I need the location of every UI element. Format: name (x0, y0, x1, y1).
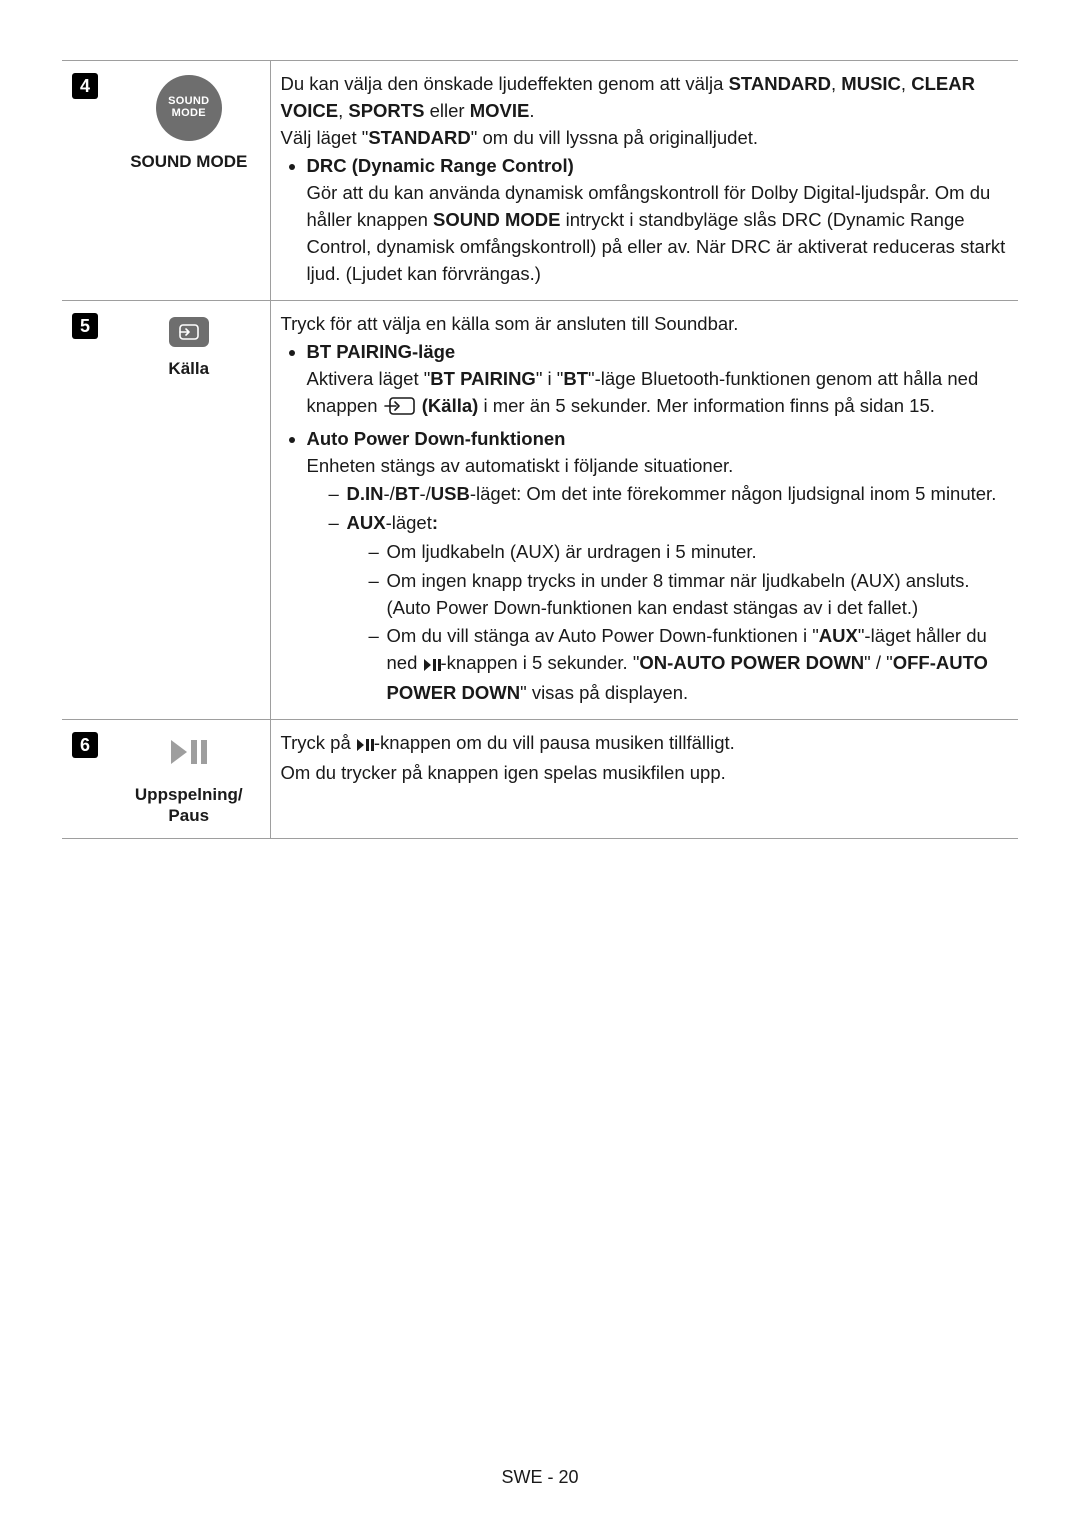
row-number-badge: 5 (72, 313, 98, 339)
row-number-badge: 6 (72, 732, 98, 758)
text: -/ (384, 483, 395, 504)
row-number-cell: 5 (62, 300, 108, 719)
page-footer: SWE - 20 (0, 1467, 1080, 1488)
play-pause-graphic (118, 738, 260, 774)
table-row: 4 SOUND MODE SOUND MODE Du kan välja den… (62, 61, 1018, 301)
text: -/ (419, 483, 430, 504)
row-number-cell: 6 (62, 719, 108, 838)
dash-list: D.IN-/BT-/USB-läget: Om det inte förekom… (307, 481, 1009, 707)
bullet-title: DRC (Dynamic Range Control) (307, 155, 574, 176)
row-description: Tryck på -knappen om du vill pausa musik… (270, 719, 1018, 838)
text: " om du vill lyssna på originalljudet. (471, 127, 758, 148)
table-row: 5 Källa Tryck för att välja en källa som… (62, 300, 1018, 719)
button-inner-text: MODE (172, 108, 206, 120)
text-bold: STANDARD (729, 73, 831, 94)
text: " i " (536, 368, 564, 389)
text: , (901, 73, 911, 94)
list-item: Om ljudkabeln (AUX) är urdragen i 5 minu… (369, 539, 1009, 566)
dash-list-inner: Om ljudkabeln (AUX) är urdragen i 5 minu… (347, 539, 1009, 707)
text-bold: (Källa) (422, 395, 479, 416)
row-label: Källa (118, 358, 260, 379)
bullet-list: DRC (Dynamic Range Control) Gör att du k… (281, 153, 1009, 287)
text: Du kan välja den önskade ljudeffekten ge… (281, 73, 729, 94)
text: , (338, 100, 348, 121)
bullet-title: BT PAIRING-läge (307, 341, 456, 362)
text: -knappen om du vill pausa musiken tillfä… (374, 732, 735, 753)
bullet-list: BT PAIRING-läge Aktivera läget "BT PAIRI… (281, 339, 1009, 707)
text: Aktivera läget " (307, 368, 431, 389)
text: " visas på displayen. (520, 682, 688, 703)
list-item: DRC (Dynamic Range Control) Gör att du k… (307, 153, 1009, 287)
row-label: SOUND MODE (118, 151, 260, 172)
text: -läget: Om det inte förekommer någon lju… (470, 483, 996, 504)
row-number-cell: 4 (62, 61, 108, 301)
source-inline-icon (383, 396, 417, 424)
text-bold: D.IN (347, 483, 384, 504)
sound-mode-button-graphic: SOUND MODE (156, 75, 222, 141)
text-bold: MUSIC (841, 73, 901, 94)
text: i mer än 5 sekunder. Mer information fin… (478, 395, 935, 416)
text-bold: USB (431, 483, 470, 504)
text-bold: AUX (819, 625, 858, 646)
text-bold: BT PAIRING (430, 368, 536, 389)
list-item: Auto Power Down-funktionen Enheten stäng… (307, 426, 1009, 707)
text: Om du vill stänga av Auto Power Down-fun… (387, 625, 819, 646)
row-description: Tryck för att välja en källa som är ansl… (270, 300, 1018, 719)
text: Om du trycker på knappen igen spelas mus… (281, 762, 726, 783)
list-item: D.IN-/BT-/USB-läget: Om det inte förekom… (329, 481, 1009, 508)
row-label: Uppspelning/ Paus (118, 784, 260, 827)
source-button-graphic (169, 317, 209, 347)
row-icon-cell: SOUND MODE SOUND MODE (108, 61, 270, 301)
text: " / " (864, 652, 893, 673)
text: Tryck för att välja en källa som är ansl… (281, 313, 739, 334)
text: , (831, 73, 841, 94)
text: Enheten stängs av automatiskt i följande… (307, 455, 734, 476)
table-row: 6 Uppspelning/ Paus Tryck på -knappen om… (62, 719, 1018, 838)
row-number-badge: 4 (72, 73, 98, 99)
source-icon (177, 323, 201, 341)
text: Välj läget " (281, 127, 369, 148)
text-bold: SOUND MODE (433, 209, 560, 230)
row-description: Du kan välja den önskade ljudeffekten ge… (270, 61, 1018, 301)
text-bold: ON-AUTO POWER DOWN (639, 652, 864, 673)
controls-table: 4 SOUND MODE SOUND MODE Du kan välja den… (62, 60, 1018, 839)
row-icon-cell: Källa (108, 300, 270, 719)
list-item: Om du vill stänga av Auto Power Down-fun… (369, 623, 1009, 706)
text-bold: AUX (347, 512, 386, 533)
text-bold: BT (563, 368, 588, 389)
list-item: Om ingen knapp trycks in under 8 timmar … (369, 568, 1009, 622)
list-item: BT PAIRING-läge Aktivera läget "BT PAIRI… (307, 339, 1009, 423)
bullet-title: Auto Power Down-funktionen (307, 428, 566, 449)
play-pause-inline-icon (423, 653, 441, 680)
play-pause-inline-icon (356, 733, 374, 760)
text: eller (424, 100, 469, 121)
text-bold: BT (395, 483, 420, 504)
text: Tryck på (281, 732, 356, 753)
text-bold: MOVIE (470, 100, 530, 121)
text-bold: STANDARD (368, 127, 470, 148)
text: -knappen i 5 sekunder. " (441, 652, 640, 673)
text-bold: SPORTS (348, 100, 424, 121)
text: . (529, 100, 534, 121)
text-bold: : (432, 512, 438, 533)
list-item: AUX-läget: Om ljudkabeln (AUX) är urdrag… (329, 510, 1009, 707)
manual-page: 4 SOUND MODE SOUND MODE Du kan välja den… (0, 0, 1080, 839)
row-icon-cell: Uppspelning/ Paus (108, 719, 270, 838)
text: -läget (386, 512, 432, 533)
